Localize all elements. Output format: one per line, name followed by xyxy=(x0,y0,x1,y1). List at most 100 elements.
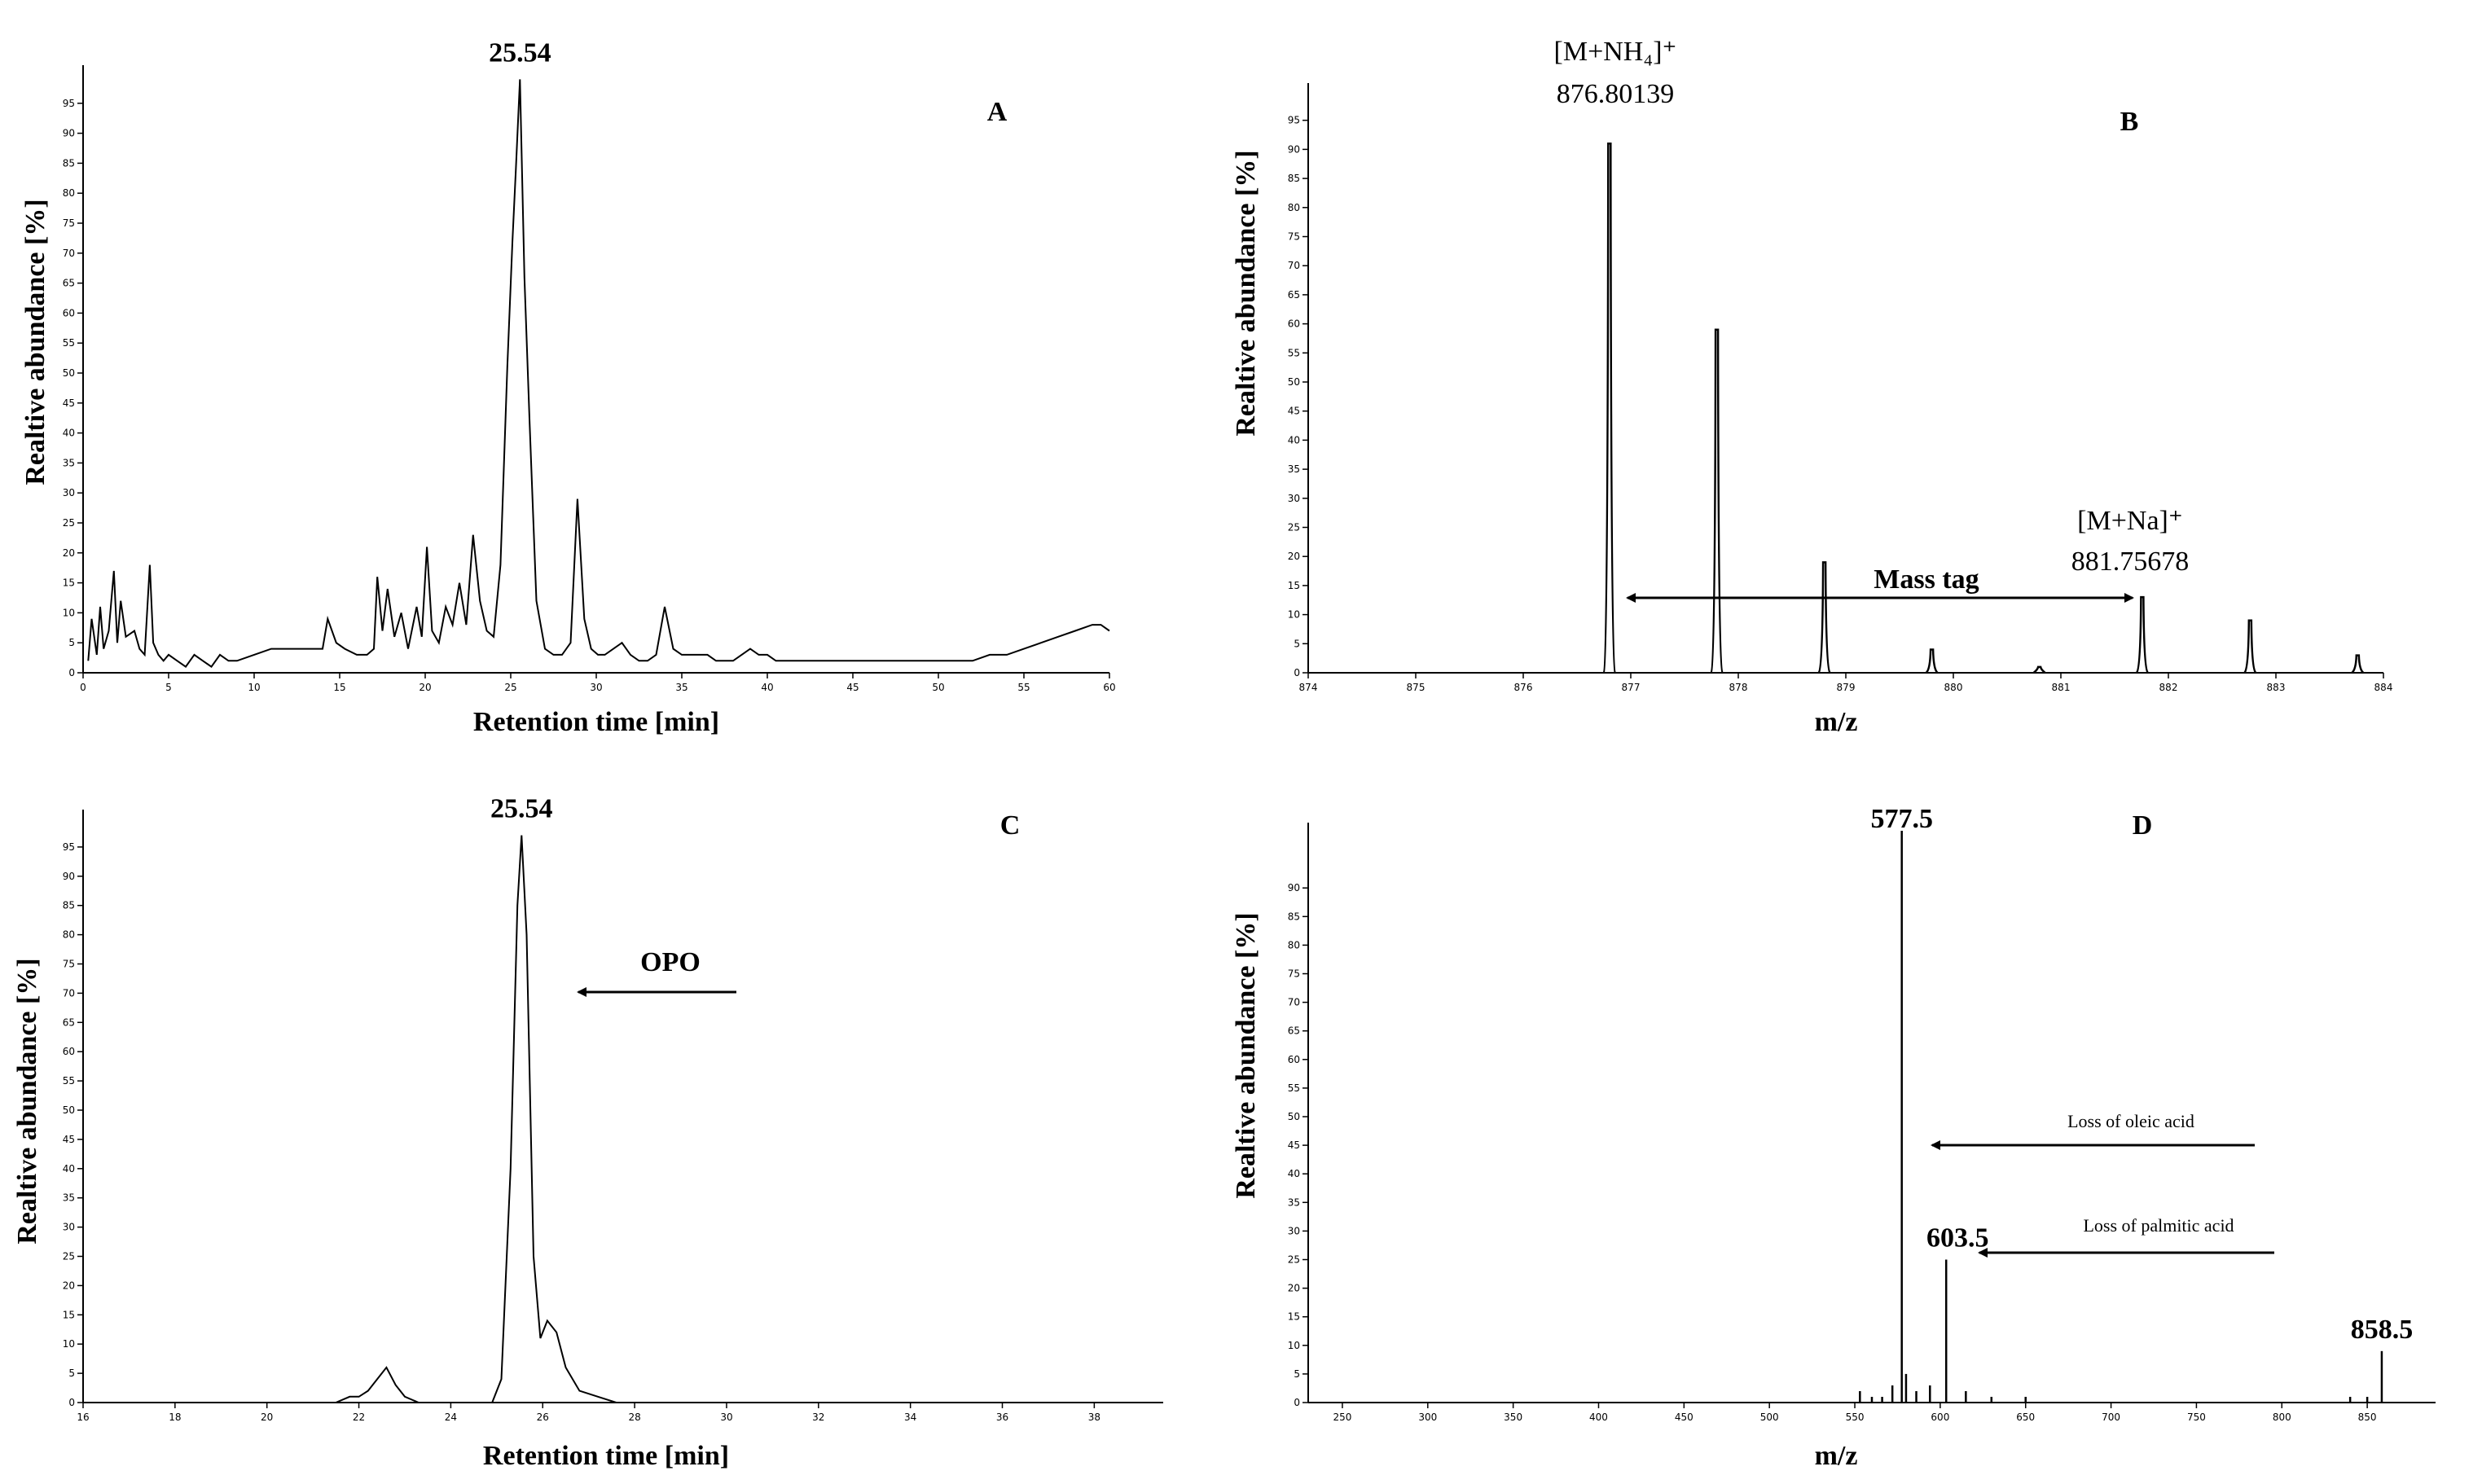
panel-b-peak xyxy=(2032,665,2046,674)
panel-b-y-tick-label: 60 xyxy=(1288,318,1300,330)
panel-a-y-tick-label: 95 xyxy=(63,98,75,109)
panel-b-mass-tag-label: Mass tag xyxy=(1874,564,1979,595)
panel-c-x-tick-label: 32 xyxy=(812,1412,824,1423)
panel-b-y-tick-label: 25 xyxy=(1288,522,1300,533)
panel-b-peak xyxy=(2243,619,2257,674)
panel-c-xlabel: Retention time [min] xyxy=(483,1441,729,1471)
panel-c-y-tick-label: 5 xyxy=(68,1368,75,1379)
panel-c-y-tick-label: 0 xyxy=(68,1397,75,1408)
panel-c-x-tick-label: 30 xyxy=(720,1412,732,1423)
panel-a-y-tick-label: 25 xyxy=(63,517,75,529)
panel-d-xlabel: m/z xyxy=(1815,1441,1858,1471)
panel-b-ion-mz-2: 881.75678 xyxy=(2071,547,2190,577)
panel-d-x-tick-label: 700 xyxy=(2102,1412,2120,1423)
panel-d-y-tick-label: 80 xyxy=(1288,939,1300,951)
panel-c-x-tick-label: 28 xyxy=(628,1412,640,1423)
panel-b-ion-mz-1: 876.80139 xyxy=(1557,79,1675,109)
panel-b-y-tick-label: 5 xyxy=(1294,638,1300,649)
panel-c-trace xyxy=(83,835,1163,1403)
panel-c-x-tick-label: 38 xyxy=(1088,1412,1100,1423)
panel-b-ion-label-2: [M+Na]⁺ xyxy=(2077,506,2183,536)
panel-a-x-tick-label: 5 xyxy=(165,682,172,693)
panel-b-y-tick-label: 80 xyxy=(1288,202,1300,213)
panel-c-x-tick-label: 24 xyxy=(445,1412,457,1423)
panel-a-y-tick-label: 50 xyxy=(63,367,75,379)
panel-b-y-tick-label: 30 xyxy=(1288,493,1300,504)
panel-a-y-tick-label: 90 xyxy=(63,128,75,139)
panel-c-y-tick-label: 80 xyxy=(63,929,75,941)
panel-b-ion-label-1: [M+NH₄]⁺ xyxy=(1554,37,1677,67)
panel-c-y-tick-label: 70 xyxy=(63,987,75,999)
panel-c-y-tick-label: 60 xyxy=(63,1046,75,1057)
panel-c-peak-label: 25.54 xyxy=(490,794,553,824)
panel-c-y-tick-label: 20 xyxy=(63,1280,75,1291)
panel-c-y-tick-label: 50 xyxy=(63,1104,75,1116)
panel-c-y-tick-label: 85 xyxy=(63,900,75,911)
panel-a-y-tick-label: 30 xyxy=(63,487,75,498)
panel-b-y-tick-label: 85 xyxy=(1288,173,1300,184)
panel-c-y-tick-label: 25 xyxy=(63,1251,75,1262)
panel-a-y-tick-label: 65 xyxy=(63,278,75,289)
panel-a-x-tick-label: 0 xyxy=(80,682,86,693)
panel-b-y-tick-label: 55 xyxy=(1288,347,1300,358)
panel-d: 250 300 350 400 450 500 550 600 650 700 750 800 8500… xyxy=(1231,804,2436,1471)
panel-b-y-tick-label: 10 xyxy=(1288,609,1300,621)
panel-b-x-tick-label: 875 xyxy=(1407,682,1426,693)
panel-c-x-tick-label: 16 xyxy=(77,1412,89,1423)
panel-a-x-tick-label: 45 xyxy=(846,682,859,693)
panel-d-y-tick-label: 5 xyxy=(1294,1368,1300,1380)
panel-a-x-tick-label: 10 xyxy=(248,682,260,693)
panel-d-y-tick-label: 85 xyxy=(1288,911,1300,922)
panel-b-peak xyxy=(2351,654,2365,674)
panel-a-y-tick-label: 45 xyxy=(63,397,75,409)
panel-b-y-tick-label: 70 xyxy=(1288,260,1300,271)
panel-d-y-tick-label: 55 xyxy=(1288,1082,1300,1094)
panel-b-y-tick-label: 40 xyxy=(1288,434,1300,446)
panel-d-y-tick-label: 65 xyxy=(1288,1025,1300,1037)
panel-d-x-tick-label: 800 xyxy=(2273,1412,2291,1423)
panel-c-x-tick-label: 20 xyxy=(261,1412,273,1423)
panel-a-y-tick-label: 5 xyxy=(68,637,75,648)
panel-a-y-tick-label: 85 xyxy=(63,157,75,169)
panel-b-y-tick-label: 75 xyxy=(1288,231,1300,243)
panel-b-x-tick-label: 881 xyxy=(2052,682,2071,693)
panel-d-x-tick-label: 550 xyxy=(1846,1412,1865,1423)
panel-b-y-tick-label: 0 xyxy=(1294,667,1300,678)
panel-d-x-tick-label: 850 xyxy=(2358,1412,2377,1423)
panel-d-y-tick-label: 75 xyxy=(1288,968,1300,980)
panel-c-y-tick-label: 95 xyxy=(63,841,75,853)
panel-b: 874 875 876 877 878 879 880 881 882 883 884 0 5 10 15 2… xyxy=(1231,37,2392,737)
panel-b-ylabel: Realtive abundance [%] xyxy=(1231,150,1261,436)
panel-c-y-tick-label: 30 xyxy=(63,1222,75,1233)
panel-a-x-tick-label: 50 xyxy=(932,682,944,693)
panel-c-y-tick-label: 75 xyxy=(63,959,75,970)
panel-d-ylabel: Realtive abundance [%] xyxy=(1231,912,1261,1198)
panel-b-x-tick-label: 884 xyxy=(2374,682,2393,693)
panel-b-y-tick-label: 90 xyxy=(1288,143,1300,155)
panel-b-peak xyxy=(2135,595,2149,674)
panel-a-x-tick-label: 40 xyxy=(761,682,773,693)
panel-b-x-tick-label: 874 xyxy=(1299,682,1318,693)
panel-d-y-tick-label: 35 xyxy=(1288,1196,1300,1208)
panel-a-x-tick-label: 25 xyxy=(504,682,516,693)
panel-a-y-tick-label: 15 xyxy=(63,577,75,589)
panel-a: 0 5 10 15 20 25 30 35 40 45 50 55 60 0 5 10 15 20 25 30 35 40… xyxy=(20,37,1116,737)
panel-d-y-tick-label: 30 xyxy=(1288,1225,1300,1236)
panel-d-y-tick-label: 20 xyxy=(1288,1283,1300,1294)
panel-a-x-tick-label: 30 xyxy=(590,682,602,693)
panel-d-x-tick-label: 350 xyxy=(1504,1412,1522,1423)
panel-d-palmitic-label: Loss of palmitic acid xyxy=(2083,1215,2234,1236)
panel-d-y-tick-label: 10 xyxy=(1288,1340,1300,1351)
panel-a-peak-label: 25.54 xyxy=(489,37,551,68)
panel-c-y-tick-label: 15 xyxy=(63,1309,75,1320)
panel-b-y-tick-label: 50 xyxy=(1288,376,1300,388)
panel-b-x-tick-label: 877 xyxy=(1622,682,1641,693)
panel-c-ylabel: Realtive abundance [%] xyxy=(12,958,42,1244)
panel-a-trace xyxy=(87,79,1110,668)
panel-a-xlabel: Retention time [min] xyxy=(473,707,719,737)
panel-b-letter: B xyxy=(2120,107,2139,137)
panel-a-y-tick-label: 55 xyxy=(63,337,75,349)
panel-d-y-tick-label: 60 xyxy=(1288,1054,1300,1065)
panel-d-letter: D xyxy=(2133,810,2153,841)
